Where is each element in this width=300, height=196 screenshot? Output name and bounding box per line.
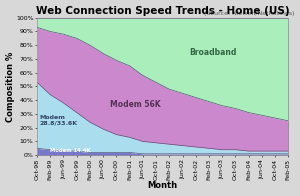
Text: (Source: Nielsen/NetRatings): (Source: Nielsen/NetRatings) (204, 11, 295, 16)
Y-axis label: Composition %: Composition % (6, 51, 15, 122)
X-axis label: Month: Month (148, 181, 178, 191)
Text: Modem 14.4K: Modem 14.4K (50, 148, 91, 153)
Text: Modem
28.8/33.6K: Modem 28.8/33.6K (40, 115, 78, 126)
Text: Broadband: Broadband (189, 48, 236, 57)
Text: Modem 56K: Modem 56K (110, 100, 160, 109)
Title: Web Connection Speed Trends - Home (US): Web Connection Speed Trends - Home (US) (36, 5, 290, 15)
